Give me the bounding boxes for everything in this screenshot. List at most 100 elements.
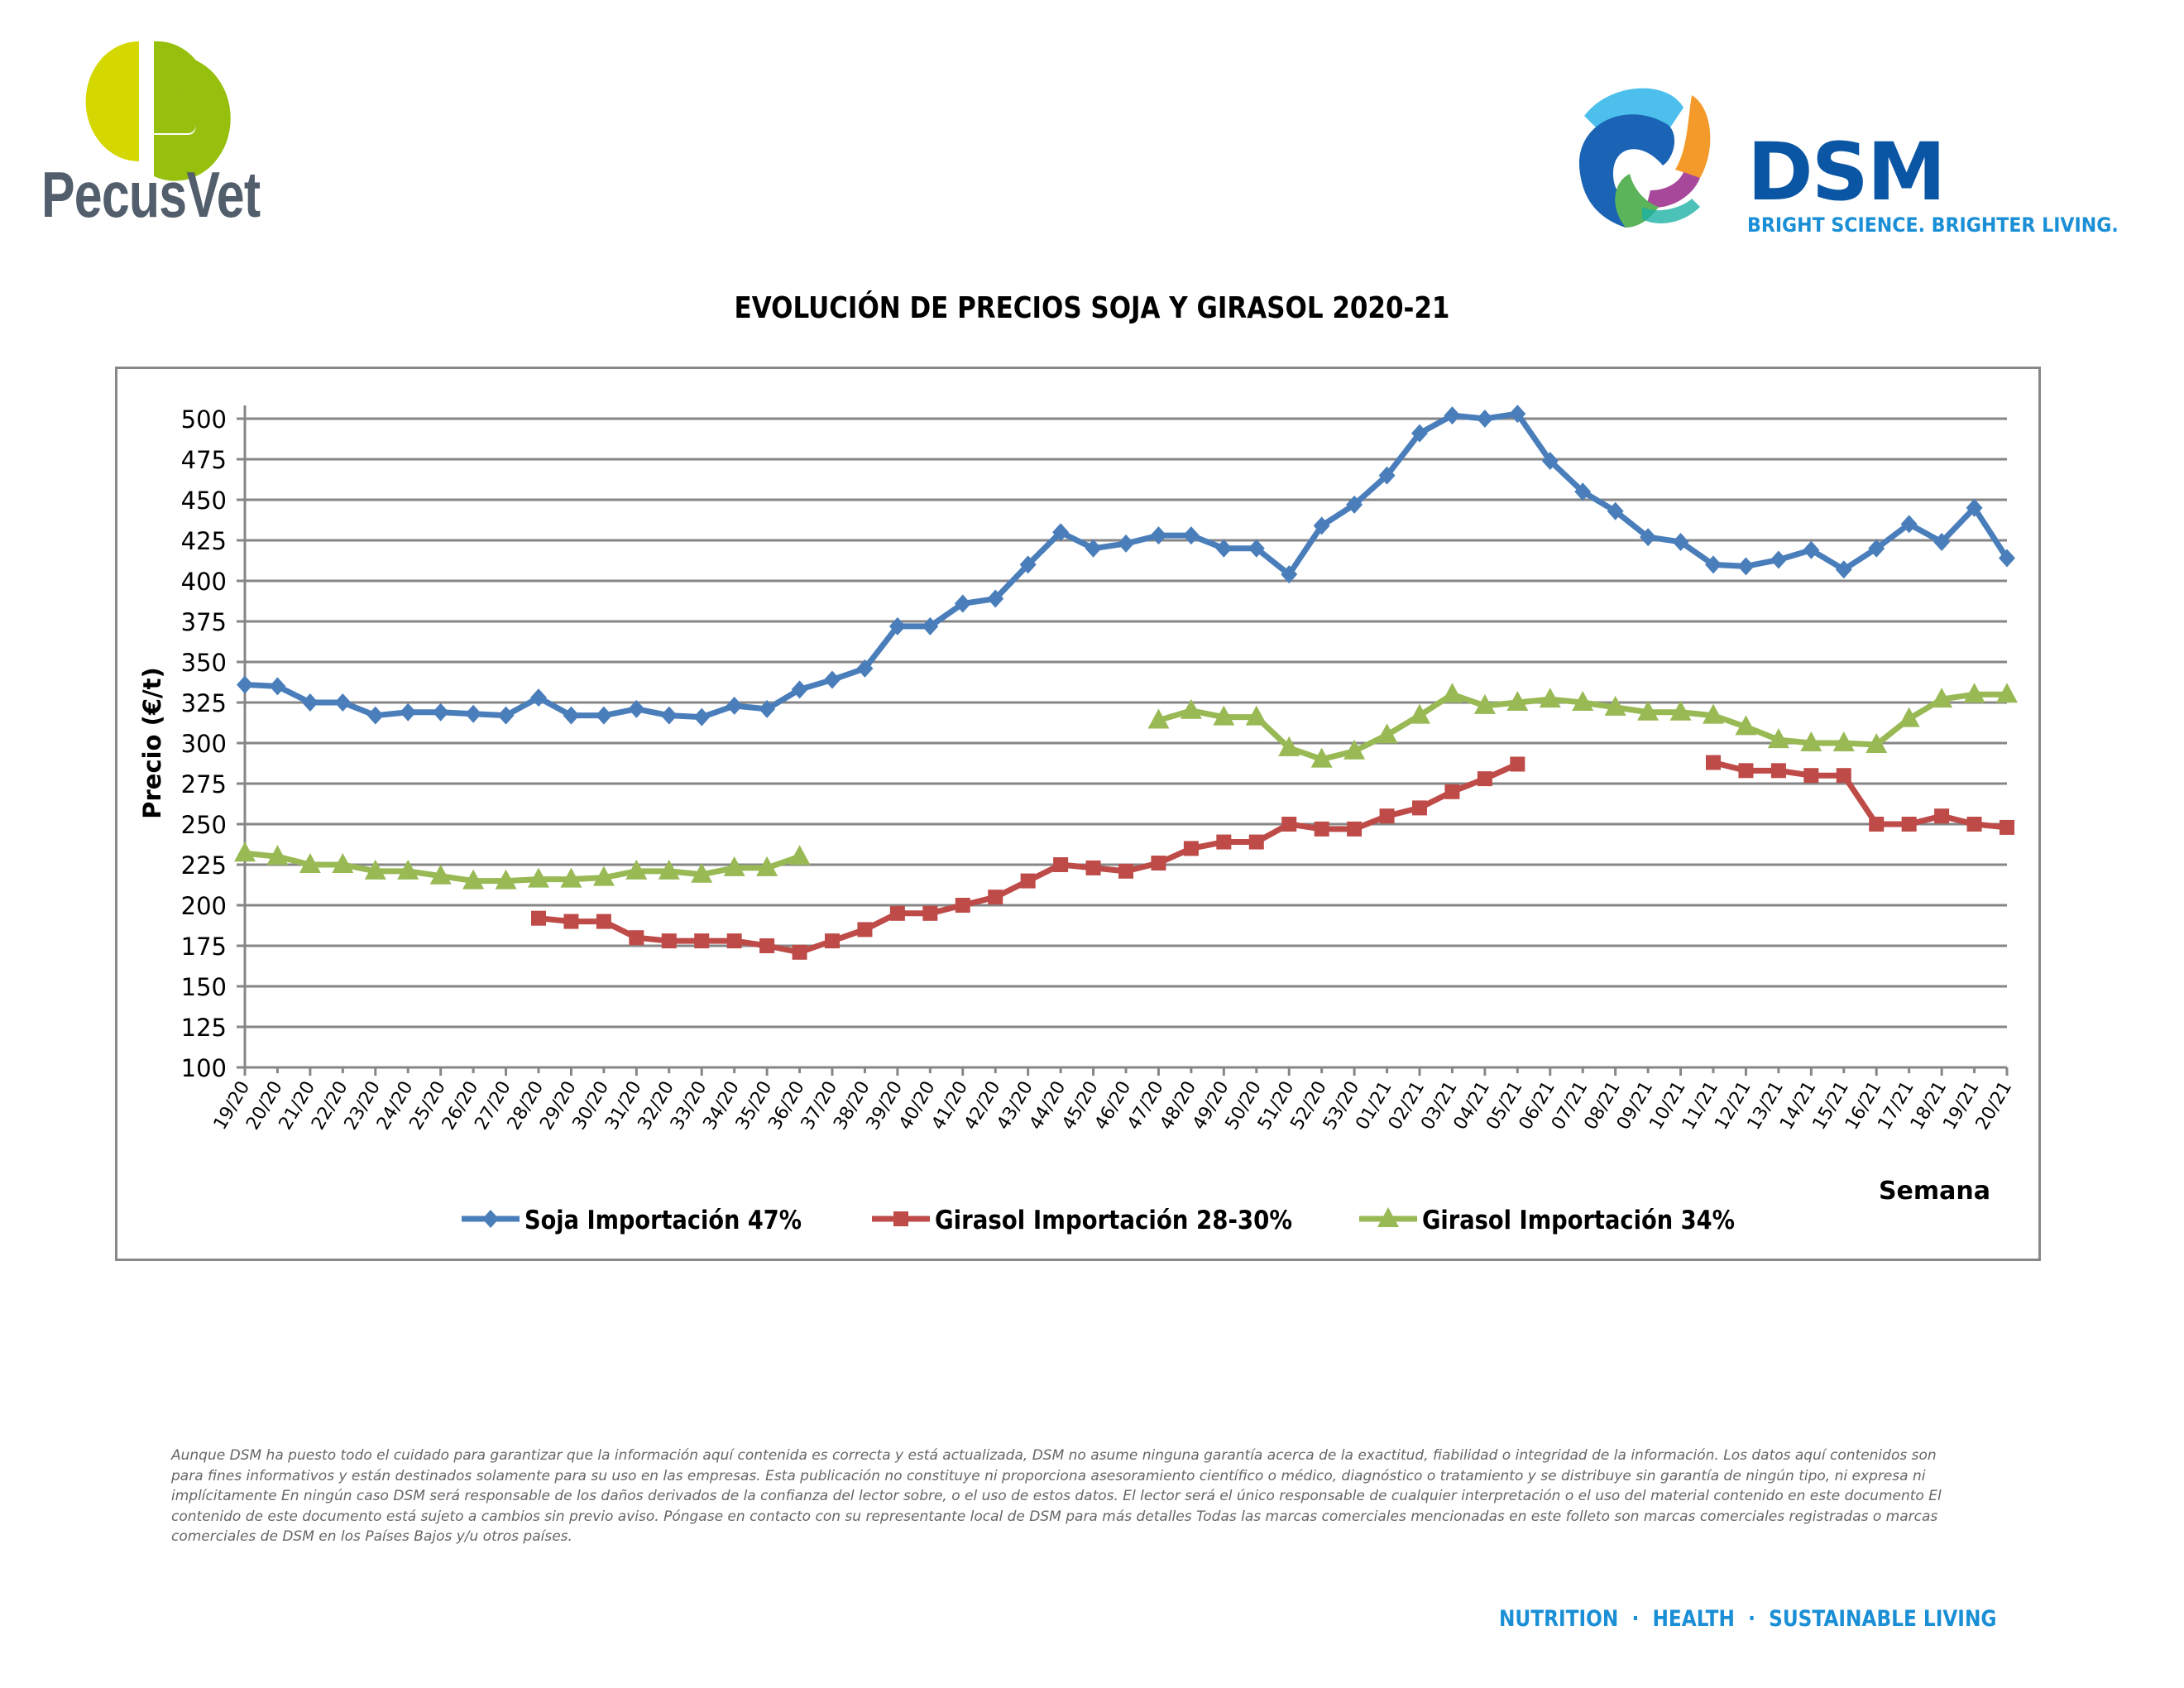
data-point [1934, 808, 1950, 824]
data-point [723, 856, 745, 876]
data-point [658, 859, 680, 880]
data-point [1637, 700, 1660, 721]
data-point [1473, 693, 1496, 714]
data-point [1213, 705, 1235, 726]
data-point [595, 706, 612, 725]
data-point [1278, 736, 1300, 756]
data-point [922, 616, 939, 635]
data-point [1999, 549, 2015, 568]
series [234, 405, 2018, 960]
data-point [234, 842, 256, 862]
legend-marker-icon [482, 1210, 499, 1228]
dsm-swirl-logo-icon [1578, 88, 1711, 228]
y-tick-label: 500 [181, 405, 227, 434]
dsm-tagline: BRIGHT SCIENCE. BRIGHTER LIVING. [1747, 213, 2119, 237]
data-point [266, 845, 289, 866]
data-point [1147, 708, 1170, 729]
data-point [364, 859, 386, 880]
data-point [759, 699, 776, 718]
data-point [1085, 539, 1102, 558]
data-point [788, 845, 811, 866]
data-point [1085, 860, 1101, 875]
data-point [1281, 817, 1297, 832]
data-point [1019, 555, 1037, 574]
data-point [825, 933, 840, 949]
data-point [1245, 705, 1267, 726]
y-tick-label: 400 [181, 568, 227, 596]
data-point [1118, 534, 1134, 553]
legend-item: Girasol Importación 28-30% [872, 1206, 1292, 1235]
data-point [756, 856, 778, 876]
data-point [1020, 873, 1036, 889]
y-tick-label: 450 [181, 487, 227, 515]
data-point [2000, 819, 2014, 835]
data-point [1901, 817, 1917, 832]
data-point [1770, 550, 1787, 569]
data-point [759, 938, 775, 953]
data-point [1476, 410, 1493, 428]
data-point [1604, 695, 1626, 716]
y-tick-label: 425 [181, 527, 227, 555]
data-point [1996, 683, 2018, 703]
data-point [1216, 834, 1232, 850]
series-line [1712, 760, 2008, 831]
data-point [1053, 857, 1069, 872]
dsm-wordmark: DSM [1747, 126, 1946, 218]
data-point [1836, 768, 1851, 784]
data-point [1248, 539, 1265, 558]
data-point [269, 677, 286, 696]
y-tick-label: 375 [181, 608, 227, 636]
data-point [1737, 557, 1755, 576]
data-point [1477, 771, 1492, 787]
pecusvet-wordmark: PecusVet [41, 158, 261, 231]
data-point [299, 853, 321, 873]
legend-label: Girasol Importación 34% [1422, 1206, 1735, 1235]
chart-frame [115, 367, 2041, 1261]
data-point [528, 867, 549, 888]
data-point [1767, 728, 1789, 749]
data-point [660, 706, 678, 725]
legend-item: Girasol Importación 34% [1359, 1206, 1735, 1235]
y-tick-label: 325 [181, 689, 227, 717]
data-point [987, 589, 1004, 608]
data-point [1509, 405, 1526, 424]
data-point [1379, 808, 1395, 824]
chart-title: EVOLUCIÓN DE PRECIOS SOJA Y GIRASOL 2020… [734, 291, 1450, 325]
legend-item: Soja Importación 47% [462, 1206, 802, 1235]
data-point [397, 859, 419, 880]
x-axis-label: Semana [1879, 1177, 1990, 1206]
data-point [560, 867, 582, 888]
y-tick-label: 200 [181, 892, 227, 920]
data-point [563, 914, 579, 929]
y-tick-label: 125 [181, 1014, 227, 1042]
data-point [1343, 739, 1366, 760]
series-line [244, 850, 801, 885]
data-point [1441, 683, 1463, 703]
data-point [625, 859, 648, 880]
data-point [1376, 723, 1398, 744]
data-point [592, 866, 615, 886]
data-point [1735, 715, 1757, 736]
y-tick-label: 225 [181, 851, 227, 880]
data-point [955, 898, 970, 913]
disclaimer-text: Aunque DSM ha puesto todo el cuidado par… [171, 1447, 1942, 1545]
data-point [1705, 555, 1722, 574]
legend-marker-icon [893, 1211, 908, 1226]
data-point [888, 616, 906, 635]
y-tick-label: 175 [181, 933, 227, 961]
data-point [691, 862, 713, 883]
data-point [629, 930, 644, 946]
data-point [1866, 732, 1888, 753]
logo-right-half [154, 47, 231, 181]
data-point [400, 703, 417, 722]
data-point [334, 693, 352, 712]
series-girasol-34 [234, 683, 2018, 890]
data-point [889, 905, 905, 921]
data-point [366, 706, 384, 725]
legend: Soja Importación 47% Girasol Importación … [462, 1206, 1735, 1235]
data-point [1409, 703, 1430, 724]
data-point [1539, 688, 1561, 708]
data-point [1703, 703, 1724, 724]
data-point [1346, 495, 1363, 514]
